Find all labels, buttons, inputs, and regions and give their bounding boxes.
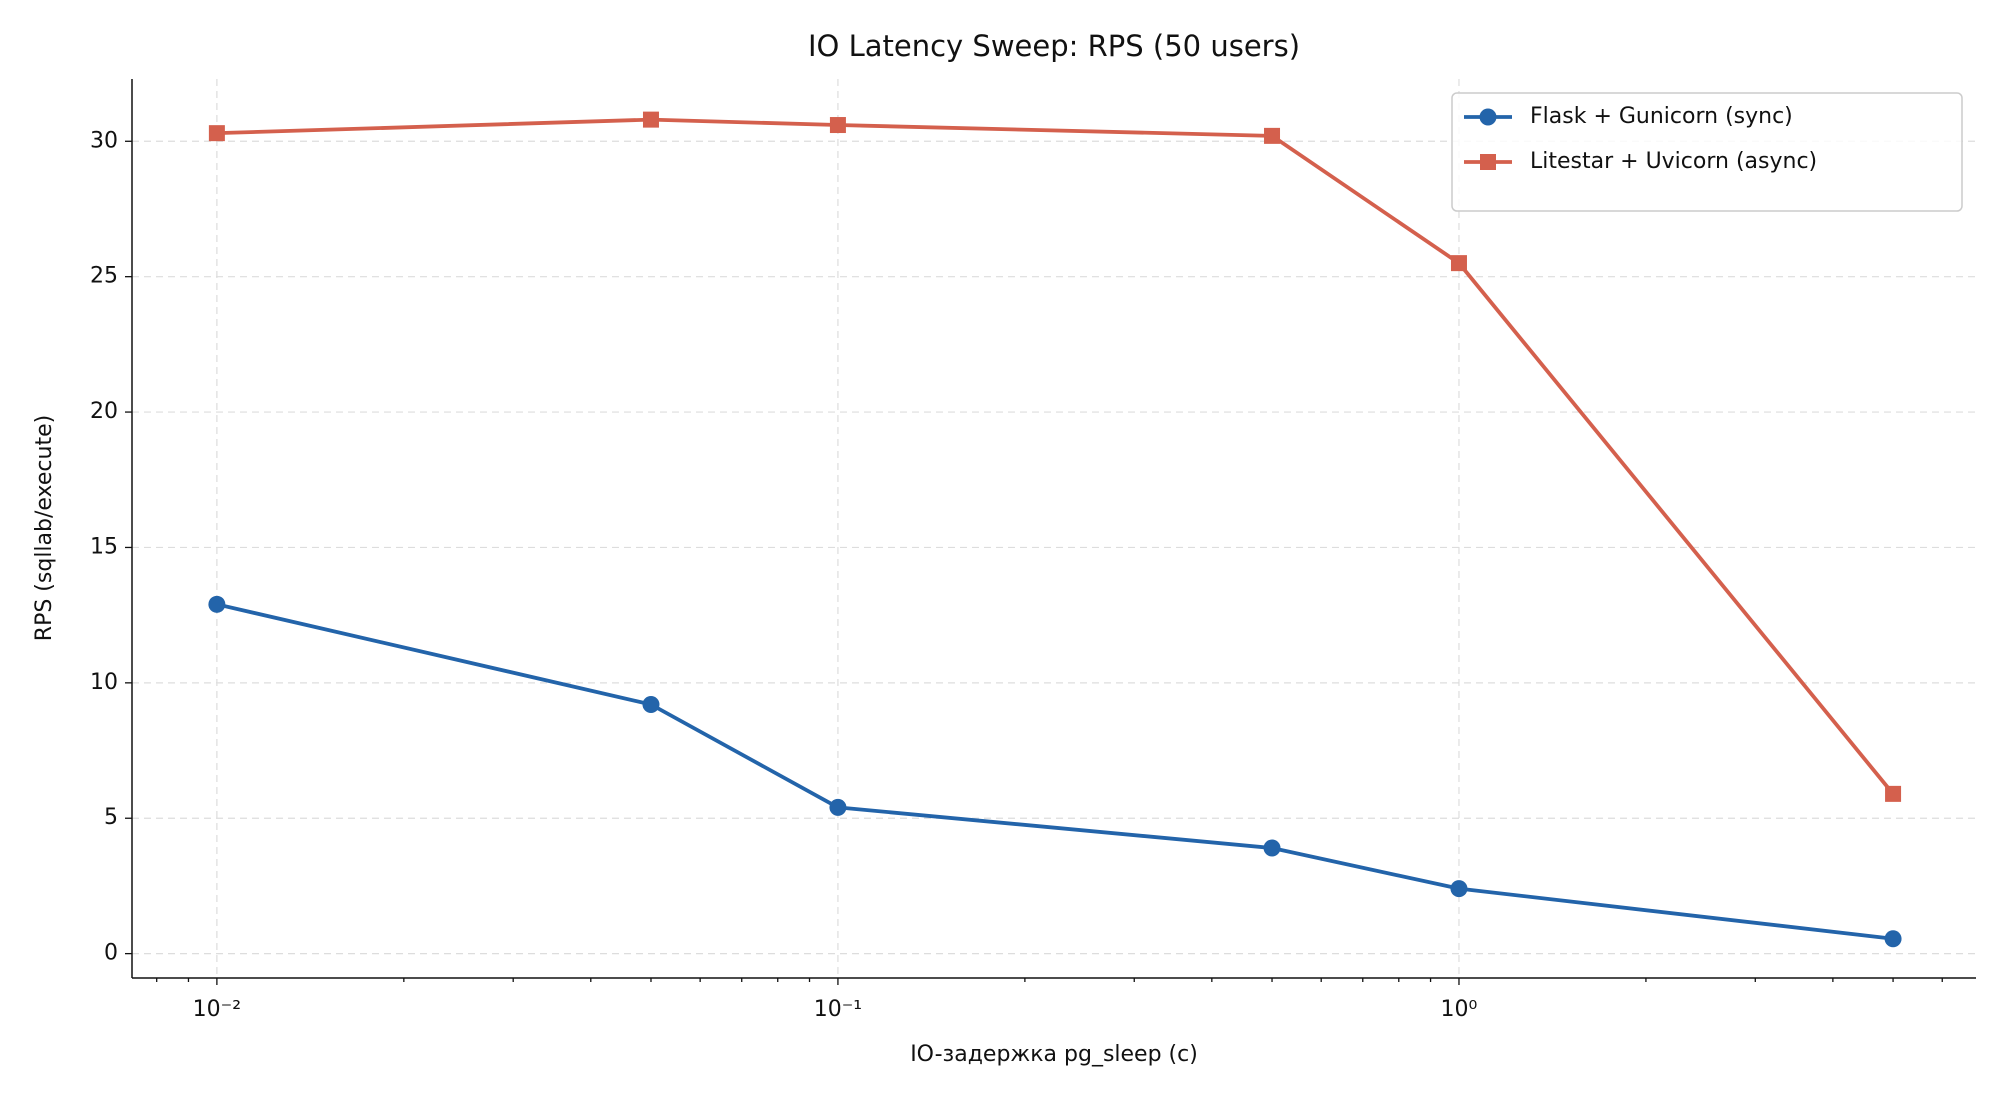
legend-label: Flask + Gunicorn (sync) xyxy=(1530,104,1793,129)
y-tick-label: 0 xyxy=(104,941,118,966)
data-point xyxy=(1884,930,1902,948)
data-point xyxy=(829,798,847,816)
data-point xyxy=(829,117,846,134)
y-axis-label: RPS (sqllab/execute) xyxy=(32,415,57,641)
data-point xyxy=(1263,839,1281,857)
legend: Flask + Gunicorn (sync) Litestar + Uvicor… xyxy=(1451,92,1963,212)
y-tick-label: 5 xyxy=(104,805,118,830)
y-tick-label: 20 xyxy=(90,399,118,424)
series-line xyxy=(216,117,1895,796)
legend-label: Litestar + Uvicorn (async) xyxy=(1530,149,1817,174)
x-tick-label: 10⁻¹ xyxy=(814,997,862,1022)
data-point xyxy=(642,696,660,714)
legend-marker xyxy=(1479,108,1497,126)
legend-frame xyxy=(1451,92,1963,212)
y-tick-label: 25 xyxy=(90,264,118,289)
series-line xyxy=(216,602,1894,941)
y-tick-label: 15 xyxy=(90,534,118,559)
x-tick-label: 10⁰ xyxy=(1441,997,1478,1022)
y-tick-label: 30 xyxy=(90,128,118,153)
data-point xyxy=(642,111,659,128)
legend-marker xyxy=(1480,154,1496,170)
x-tick-label: 10⁻² xyxy=(193,997,241,1022)
y-tick-label: 10 xyxy=(90,670,118,695)
data-point xyxy=(208,125,225,142)
data-point xyxy=(1450,255,1467,272)
data-point xyxy=(1450,880,1468,898)
chart-title: IO Latency Sweep: RPS (50 users) xyxy=(808,29,1300,63)
x-axis-label: IO-задержка pg_sleep (с) xyxy=(910,1042,1198,1067)
data-point xyxy=(208,595,226,613)
data-point xyxy=(1264,127,1281,144)
data-point xyxy=(1885,785,1902,802)
